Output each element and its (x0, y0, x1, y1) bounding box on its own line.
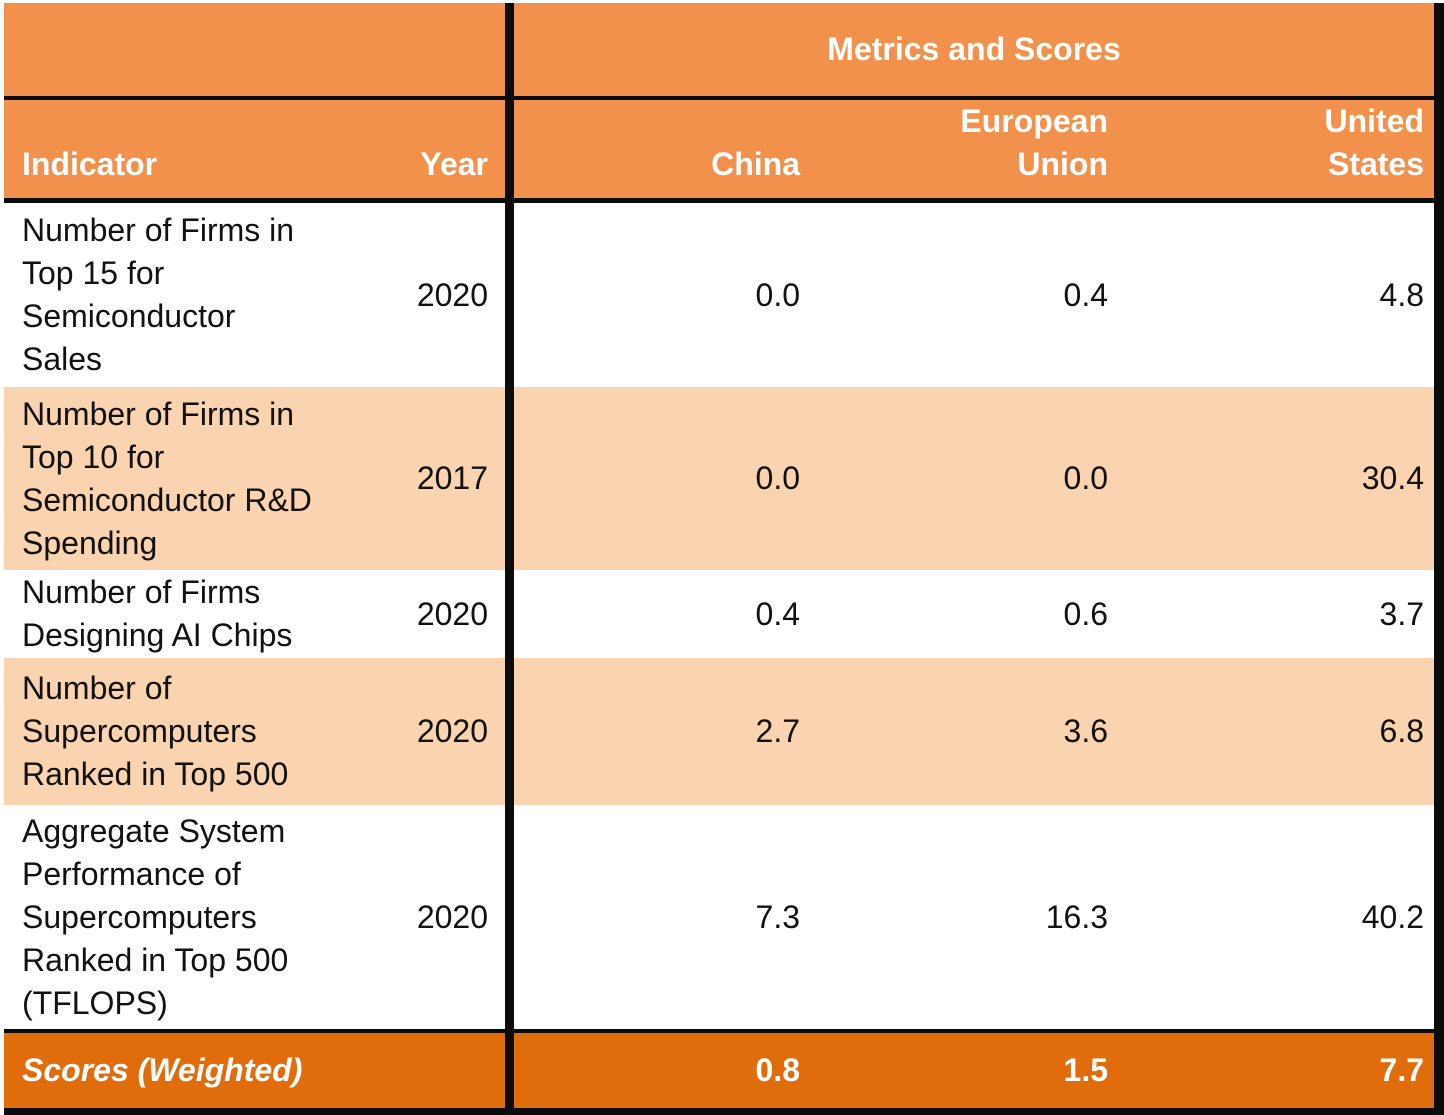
group-header-title: Metrics and Scores (505, 3, 1435, 100)
indicator-cell: Number of Firms Designing AI Chips (4, 570, 390, 658)
china-value-cell: 7.3 (505, 805, 815, 1029)
eu-value-cell: 0.0 (815, 387, 1125, 570)
china-weighted-score: 0.8 (505, 1029, 815, 1108)
group-header-row: Metrics and Scores (4, 3, 1435, 100)
indicator-cell: Number of Firms in Top 15 for Semiconduc… (4, 203, 390, 387)
china-value-cell: 0.0 (505, 387, 815, 570)
table-row: Number of Firms in Top 10 for Semiconduc… (4, 387, 1435, 570)
year-cell: 2020 (390, 805, 505, 1029)
table-row: Number of Supercomputers Ranked in Top 5… (4, 658, 1435, 805)
us-value-cell: 6.8 (1125, 658, 1435, 805)
china-value-cell: 2.7 (505, 658, 815, 805)
group-header-spacer (4, 3, 505, 100)
col-header-china: China (505, 100, 815, 203)
col-header-european-union: European Union (815, 100, 1125, 203)
us-weighted-score: 7.7 (1125, 1029, 1435, 1108)
scores-table: Metrics and Scores Indicator Year China … (4, 3, 1435, 1108)
eu-value-cell: 0.4 (815, 203, 1125, 387)
col-header-year: Year (390, 100, 505, 203)
eu-value-cell: 16.3 (815, 805, 1125, 1029)
table-row: Number of Firms Designing AI Chips 2020 … (4, 570, 1435, 658)
col-header-indicator: Indicator (4, 100, 390, 203)
eu-value-cell: 3.6 (815, 658, 1125, 805)
us-value-cell: 30.4 (1125, 387, 1435, 570)
indicator-cell: Aggregate System Performance of Supercom… (4, 805, 390, 1029)
eu-weighted-score: 1.5 (815, 1029, 1125, 1108)
year-cell: 2017 (390, 387, 505, 570)
us-value-cell: 40.2 (1125, 805, 1435, 1029)
china-value-cell: 0.0 (505, 203, 815, 387)
indicator-cell: Number of Firms in Top 10 for Semiconduc… (4, 387, 390, 570)
column-header-row: Indicator Year China European Union Unit… (4, 100, 1435, 203)
year-cell: 2020 (390, 658, 505, 805)
col-header-united-states: United States (1125, 100, 1435, 203)
year-cell: 2020 (390, 570, 505, 658)
weighted-scores-label: Scores (Weighted) (4, 1029, 505, 1108)
scores-table-border: Metrics and Scores Indicator Year China … (4, 3, 1444, 1115)
table-row: Aggregate System Performance of Supercom… (4, 805, 1435, 1029)
table-row: Number of Firms in Top 15 for Semiconduc… (4, 203, 1435, 387)
china-value-cell: 0.4 (505, 570, 815, 658)
indicator-cell: Number of Supercomputers Ranked in Top 5… (4, 658, 390, 805)
us-value-cell: 4.8 (1125, 203, 1435, 387)
weighted-scores-row: Scores (Weighted) 0.8 1.5 7.7 (4, 1029, 1435, 1108)
us-value-cell: 3.7 (1125, 570, 1435, 658)
year-cell: 2020 (390, 203, 505, 387)
eu-value-cell: 0.6 (815, 570, 1125, 658)
